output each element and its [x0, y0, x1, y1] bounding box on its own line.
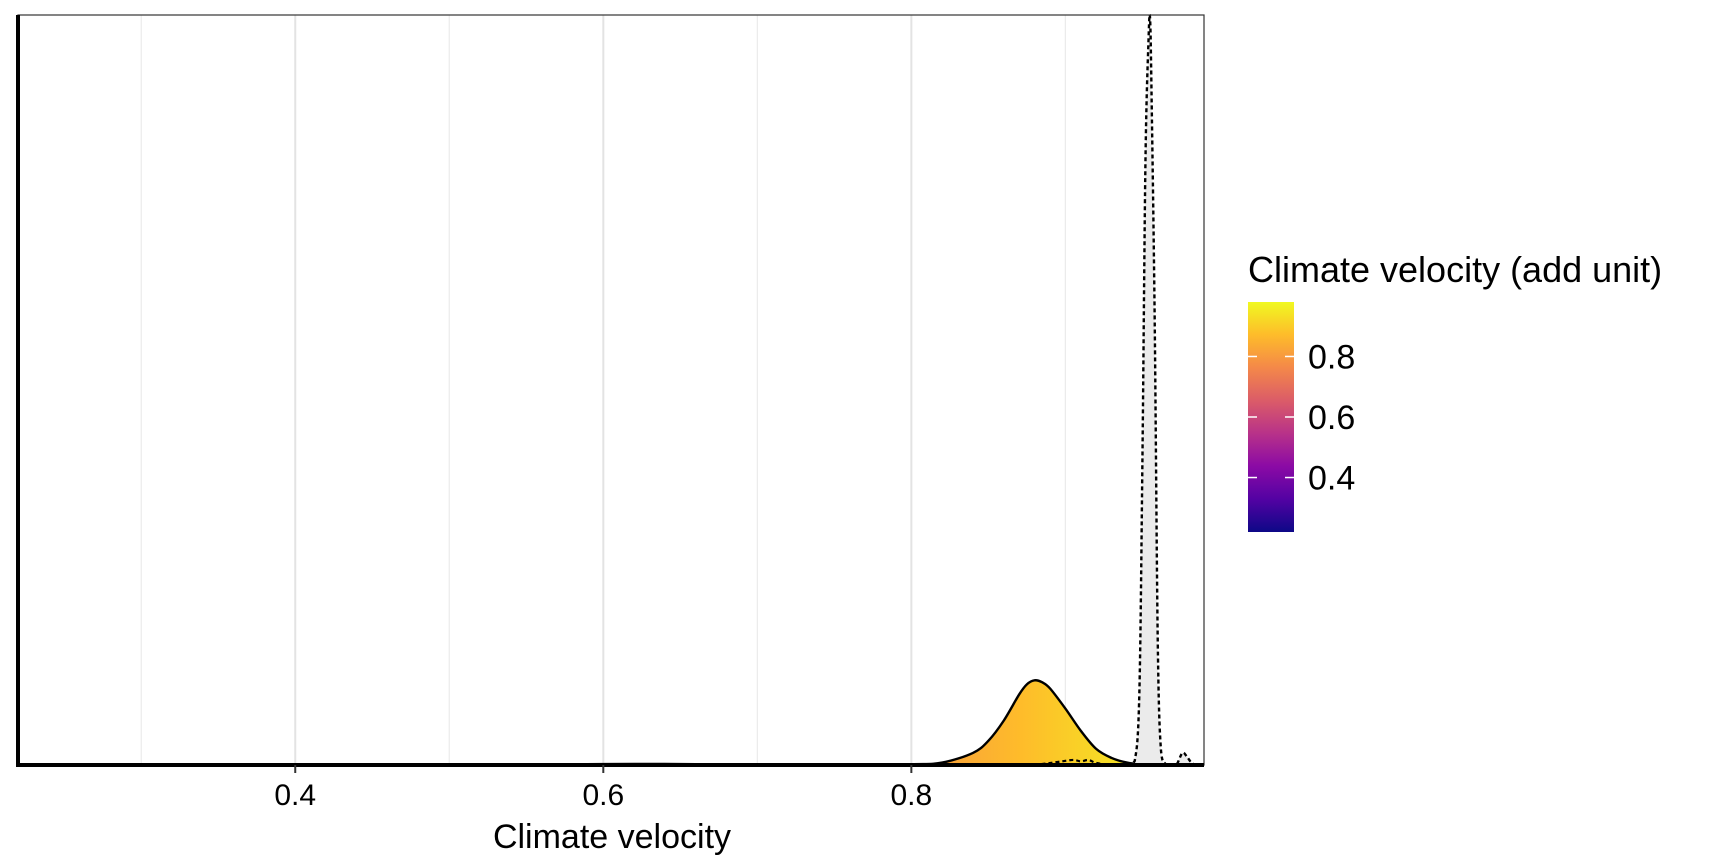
density-line-1: [1126, 13, 1197, 767]
density-area-0: [141, 680, 1174, 765]
density-line-2: [1034, 758, 1112, 767]
legend-ticks: 0.8 0.6 0.4: [1248, 338, 1355, 498]
x-tick-label: 0.4: [274, 779, 316, 812]
x-axis-title: Climate velocity: [493, 818, 731, 856]
legend-tick-label: 0.6: [1308, 399, 1355, 437]
plot-background: [18, 15, 1204, 765]
legend-tick-label: 0.8: [1308, 338, 1355, 376]
x-tick-label: 0.8: [890, 779, 932, 812]
density-area-1: [1126, 14, 1197, 766]
legend-tick-label: 0.4: [1308, 460, 1355, 498]
legend: Climate velocity (add unit) 0.8 0.6 0.4: [1248, 249, 1662, 532]
x-axis-ticks: 0.4 0.6 0.8: [274, 765, 932, 812]
legend-title: Climate velocity (add unit): [1248, 249, 1662, 290]
grid-lines: [140, 15, 1066, 765]
x-tick-label: 0.6: [582, 779, 624, 812]
